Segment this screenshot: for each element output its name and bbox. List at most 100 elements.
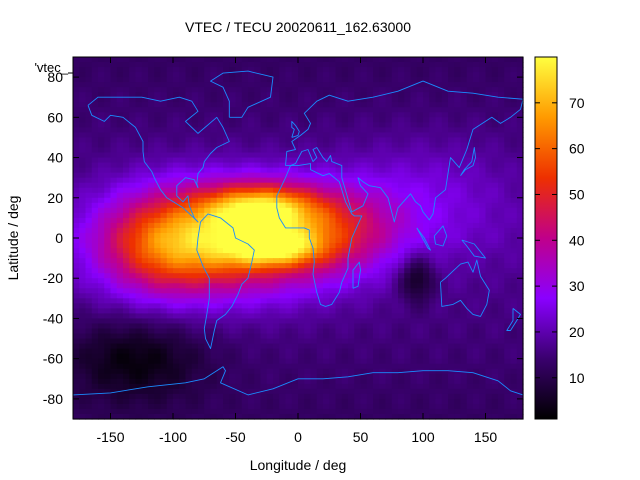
heatmap-cell [479,177,487,184]
heatmap-cell [466,338,474,345]
heatmap-cell [116,127,124,134]
heatmap-cell [179,358,187,365]
heatmap-cell [379,137,387,144]
heatmap-cell [91,293,99,299]
heatmap-cell [429,303,437,309]
heatmap-cell [110,207,118,214]
heatmap-cell [460,87,468,93]
heatmap-cell [173,102,180,108]
heatmap-cell [129,253,137,259]
heatmap-cell [460,122,468,128]
heatmap-cell [416,248,424,254]
heatmap-cell [360,363,368,370]
heatmap-cell [285,87,293,93]
heatmap-cell [91,368,99,375]
heatmap-cell [360,102,368,108]
heatmap-cell [185,293,193,299]
heatmap-cell [191,107,199,113]
heatmap-cell [410,293,418,299]
heatmap-cell [104,122,112,128]
heatmap-cell [229,303,237,309]
heatmap-cell [516,388,524,395]
heatmap-cell [379,303,387,309]
heatmap-cell [416,112,424,118]
heatmap-cell [448,192,455,199]
heatmap-cell [491,67,499,73]
heatmap-cell [273,182,280,189]
heatmap-cell [373,92,380,98]
heatmap-cell [460,283,468,289]
heatmap-cell [198,388,205,395]
heatmap-cell [435,127,443,134]
heatmap-cell [148,348,155,355]
heatmap-cell [323,162,330,169]
heatmap-cell [316,232,324,239]
heatmap-cell [123,273,130,279]
heatmap-cell [410,137,418,144]
heatmap-cell [135,383,143,390]
heatmap-cell [498,263,505,269]
heatmap-cell [129,112,137,118]
heatmap-cell [435,383,443,390]
heatmap-cell [141,132,149,139]
heatmap-cell [479,102,487,108]
heatmap-cell [423,107,430,113]
heatmap-cell [273,187,280,194]
heatmap-cell [85,263,93,269]
heatmap-cell [141,82,149,88]
heatmap-cell [223,358,230,365]
heatmap-cell [404,293,412,299]
heatmap-cell [260,132,268,139]
heatmap-cell [260,227,268,234]
heatmap-cell [216,197,224,204]
heatmap-cell [385,152,393,159]
heatmap-cell [216,328,224,335]
heatmap-cell [373,368,380,375]
heatmap-cell [129,378,137,385]
heatmap-cell [373,343,380,350]
heatmap-cell [198,207,205,214]
heatmap-cell [104,57,112,63]
heatmap-cell [454,258,462,264]
heatmap-cell [279,253,287,259]
heatmap-cell [154,157,162,164]
heatmap-cell [291,137,299,144]
heatmap-cell [404,232,412,239]
heatmap-cell [454,112,462,118]
heatmap-cell [160,197,168,204]
heatmap-cell [273,368,280,375]
heatmap-cell [298,373,305,380]
heatmap-cell [304,283,312,289]
heatmap-cell [441,248,449,254]
heatmap-cell [341,248,349,254]
heatmap-cell [354,82,362,88]
heatmap-cell [498,147,505,154]
heatmap-cell [391,308,399,315]
heatmap-cell [404,318,412,325]
heatmap-cell [404,202,412,209]
heatmap-cell [466,67,474,73]
heatmap-cell [123,258,130,264]
heatmap-cell [398,152,405,159]
heatmap-cell [516,222,524,229]
heatmap-cell [466,57,474,63]
heatmap-cell [460,248,468,254]
heatmap-cell [279,227,287,234]
heatmap-cell [485,383,493,390]
heatmap-cell [160,177,168,184]
heatmap-cell [298,227,305,234]
heatmap-cell [223,268,230,274]
heatmap-cell [504,97,512,103]
heatmap-cell [454,263,462,269]
heatmap-cell [441,117,449,123]
heatmap-cell [504,288,512,294]
heatmap-cell [173,57,180,63]
heatmap-cell [316,57,324,63]
heatmap-cell [354,197,362,204]
heatmap-cell [416,217,424,224]
heatmap-cell [285,227,293,234]
heatmap-cell [348,82,355,88]
heatmap-cell [98,238,105,244]
heatmap-cell [498,318,505,325]
heatmap-cell [348,273,355,279]
